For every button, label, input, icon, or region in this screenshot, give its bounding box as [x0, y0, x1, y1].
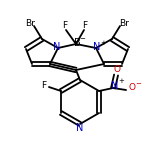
- Text: N: N: [76, 123, 84, 133]
- Text: F: F: [62, 21, 67, 31]
- Text: +: +: [100, 40, 106, 46]
- Text: N: N: [111, 81, 119, 91]
- Text: O: O: [114, 66, 121, 74]
- Text: F: F: [82, 21, 88, 31]
- Text: F: F: [41, 81, 47, 90]
- Text: O: O: [129, 83, 136, 93]
- Text: Br: Br: [119, 19, 129, 28]
- Text: +: +: [118, 78, 124, 84]
- Text: N: N: [93, 42, 101, 52]
- Text: Br: Br: [25, 19, 35, 28]
- Text: N: N: [53, 42, 61, 52]
- Text: −: −: [135, 81, 141, 87]
- Text: B: B: [74, 38, 80, 48]
- Text: −: −: [79, 36, 85, 42]
